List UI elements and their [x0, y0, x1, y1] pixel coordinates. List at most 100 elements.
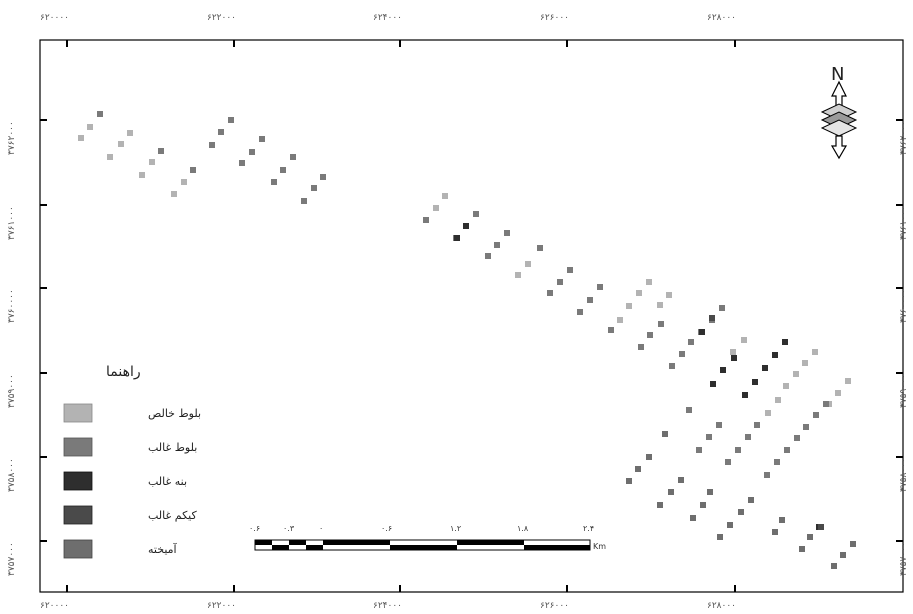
- y-tick-label: ۳۷۵۹۰۰۰: [899, 374, 909, 408]
- north-letter: N: [831, 64, 844, 85]
- y-tick-label: ۳۷۶۲۰۰۰: [7, 121, 17, 155]
- sample-plot-marker: [311, 185, 317, 191]
- scale-label: ۱.۸: [517, 524, 529, 533]
- sample-plot-marker: [239, 160, 245, 166]
- sample-plot-marker: [845, 378, 851, 384]
- sample-plot-marker: [710, 381, 716, 387]
- sample-plot-marker: [669, 363, 675, 369]
- sample-plot-marker: [280, 167, 286, 173]
- sample-plot-marker: [774, 459, 780, 465]
- sample-plot-marker: [775, 397, 781, 403]
- sample-plot-marker: [807, 534, 813, 540]
- x-tick-label: ۶۲۶۰۰۰: [540, 13, 569, 23]
- x-tick-label: ۶۲۰۰۰۰: [40, 13, 69, 23]
- sample-plot-marker: [127, 130, 133, 136]
- sample-plot-marker: [158, 148, 164, 154]
- sample-plot-marker: [597, 284, 603, 290]
- sample-plot-marker: [803, 424, 809, 430]
- sample-plot-marker: [537, 245, 543, 251]
- sample-plot-marker: [638, 344, 644, 350]
- sample-plot-marker: [745, 434, 751, 440]
- sample-plot-marker: [525, 261, 531, 267]
- sample-plot-marker: [706, 434, 712, 440]
- sample-plot-marker: [688, 339, 694, 345]
- sample-plot-marker: [731, 355, 737, 361]
- sample-plot-marker: [735, 447, 741, 453]
- sample-plot-marker: [228, 117, 234, 123]
- sample-plot-marker: [423, 217, 429, 223]
- sample-plot-marker: [813, 412, 819, 418]
- x-tick-label: ۶۲۲۰۰۰: [207, 13, 236, 23]
- legend-swatch: [63, 539, 93, 559]
- legend-label: بنه غالب: [148, 475, 187, 488]
- sample-plot-marker: [783, 383, 789, 389]
- sample-plot-marker: [793, 371, 799, 377]
- sample-plot-marker: [719, 305, 725, 311]
- x-axis-bottom: ۶۲۰۰۰۰ ۶۲۲۰۰۰ ۶۲۴۰۰۰ ۶۲۶۰۰۰ ۶۲۸۰۰۰: [40, 585, 736, 611]
- sample-plot-marker: [700, 502, 706, 508]
- y-axis-left: ۳۷۶۲۰۰۰ ۳۷۶۱۰۰۰ ۳۷۶۰۰۰۰ ۳۷۵۹۰۰۰ ۳۷۵۸۰۰۰ …: [7, 119, 47, 576]
- y-tick-label: ۳۷۵۸۰۰۰: [7, 458, 17, 492]
- sample-plot-marker: [794, 435, 800, 441]
- sample-plot-marker: [823, 401, 829, 407]
- sample-plot-marker: [690, 515, 696, 521]
- sample-plot-marker: [442, 193, 448, 199]
- sample-plot-marker: [587, 297, 593, 303]
- sample-plot-marker: [577, 309, 583, 315]
- sample-plot-marker: [320, 174, 326, 180]
- sample-plot-marker: [720, 367, 726, 373]
- sample-plot-marker: [802, 360, 808, 366]
- north-arrow: N: [820, 64, 858, 160]
- sample-plot-marker: [840, 552, 846, 558]
- x-tick-label: ۶۲۴۰۰۰: [373, 13, 402, 23]
- sample-plot-marker: [831, 563, 837, 569]
- sample-plot-marker: [782, 339, 788, 345]
- sample-plot-marker: [547, 290, 553, 296]
- sample-plot-marker: [635, 466, 641, 472]
- sample-plot-marker: [709, 315, 715, 321]
- scale-label: ۰.۶: [249, 524, 260, 533]
- sample-plot-marker: [717, 534, 723, 540]
- sample-plot-marker: [647, 332, 653, 338]
- sample-plot-marker: [463, 223, 469, 229]
- sample-plot-marker: [772, 352, 778, 358]
- scale-bar: ۰.۶ ۰.۳ ۰ ۰.۶ ۱.۲ ۱.۸ ۲.۴ Km: [249, 524, 606, 551]
- sample-plot-marker: [748, 497, 754, 503]
- sample-plot-marker: [290, 154, 296, 160]
- sample-plot-marker: [301, 198, 307, 204]
- sample-plots: [78, 111, 856, 569]
- sample-plot-marker: [504, 230, 510, 236]
- y-tick-label: ۳۷۵۹۰۰۰: [7, 374, 17, 408]
- sample-plot-marker: [473, 211, 479, 217]
- y-tick-label: ۳۷۶۲۰۰۰: [899, 121, 909, 155]
- sample-plot-marker: [646, 279, 652, 285]
- map-frame: [39, 39, 904, 593]
- sample-plot-marker: [139, 172, 145, 178]
- legend-item: آمیخته: [63, 539, 178, 559]
- sample-plot-marker: [707, 489, 713, 495]
- x-tick-label: ۶۲۰۰۰۰: [40, 601, 69, 611]
- sample-plot-marker: [567, 267, 573, 273]
- y-tick-label: ۳۷۶۱۰۰۰: [899, 206, 909, 240]
- sample-plot-marker: [271, 179, 277, 185]
- sample-plot-marker: [738, 509, 744, 515]
- sample-plot-marker: [779, 517, 785, 523]
- scale-unit: Km: [593, 542, 606, 551]
- sample-plot-marker: [696, 447, 702, 453]
- sample-plot-marker: [716, 422, 722, 428]
- sample-plot-marker: [686, 407, 692, 413]
- sample-plot-marker: [646, 454, 652, 460]
- sample-plot-marker: [725, 459, 731, 465]
- legend-item: بلوط خالص: [63, 403, 201, 423]
- sample-plot-marker: [662, 431, 668, 437]
- sample-plot-marker: [118, 141, 124, 147]
- sample-plot-marker: [190, 167, 196, 173]
- sample-plot-marker: [657, 302, 663, 308]
- sample-plot-marker: [617, 317, 623, 323]
- sample-plot-marker: [799, 546, 805, 552]
- sample-plot-marker: [209, 142, 215, 148]
- scale-label: ۰: [319, 524, 323, 533]
- sample-plot-marker: [741, 337, 747, 343]
- sample-plot-marker: [494, 242, 500, 248]
- sample-plot-marker: [171, 191, 177, 197]
